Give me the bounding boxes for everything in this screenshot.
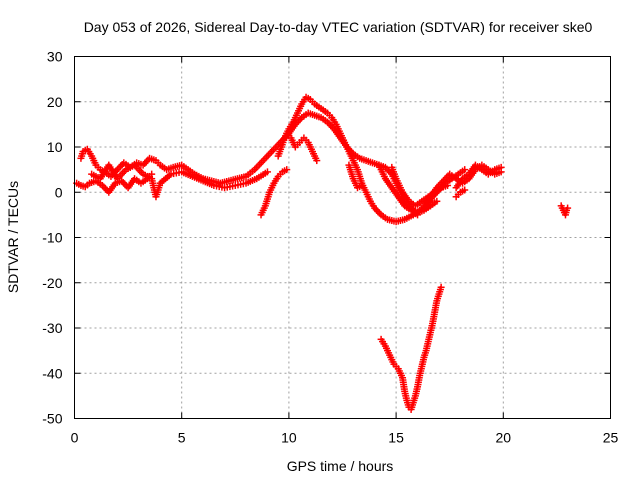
data-point — [115, 164, 123, 172]
x-tick-label: 20 — [496, 430, 512, 446]
data-point — [100, 183, 108, 191]
x-axis-label: GPS time / hours — [287, 458, 394, 474]
data-point — [461, 166, 469, 174]
y-tick-label: -50 — [42, 411, 62, 427]
x-tick-label: 0 — [71, 430, 79, 446]
data-point — [497, 163, 505, 171]
marks-layer — [73, 93, 572, 413]
series-track-n — [557, 202, 572, 219]
tick-layer: 0 5 10 15 20 25 -50 -40 -30 -20 -10 0 10 20 30 — [42, 49, 618, 446]
data-point — [375, 209, 383, 217]
series-track-g — [345, 161, 366, 192]
y-tick-label: 0 — [55, 184, 63, 200]
y-tick-label: 10 — [47, 139, 63, 155]
series-track-d — [257, 166, 291, 219]
y-tick-label: 20 — [47, 94, 63, 110]
data-point — [141, 159, 149, 167]
x-tick-label: 5 — [178, 430, 186, 446]
data-point — [325, 120, 333, 128]
y-tick-label: -40 — [42, 365, 62, 381]
data-point — [358, 181, 366, 189]
data-point — [283, 166, 291, 174]
series-track-i — [388, 163, 452, 210]
y-axis-label: SDTVAR / TECUs — [5, 181, 21, 293]
y-tick-label: -30 — [42, 320, 62, 336]
data-point — [374, 207, 382, 215]
data-point — [437, 283, 445, 291]
data-point — [433, 197, 441, 205]
grid-layer — [74, 56, 611, 419]
x-tick-label: 25 — [603, 430, 619, 446]
chart-title: Day 053 of 2026, Sidereal Day-to-day VTE… — [84, 19, 593, 35]
data-point — [119, 179, 127, 187]
series-track-c — [88, 161, 271, 201]
plot-frame — [74, 56, 611, 419]
y-tick-label: 30 — [47, 49, 63, 65]
data-point — [313, 157, 321, 165]
x-tick-label: 10 — [281, 430, 297, 446]
series-track-f — [283, 129, 321, 165]
data-point — [385, 167, 393, 175]
y-tick-label: -20 — [42, 275, 62, 291]
data-point — [564, 204, 572, 212]
data-point — [263, 168, 271, 176]
series-track-l — [452, 161, 505, 201]
y-tick-label: -10 — [42, 230, 62, 246]
x-tick-label: 15 — [388, 430, 404, 446]
data-point — [461, 186, 469, 194]
series-track-m — [377, 283, 445, 413]
